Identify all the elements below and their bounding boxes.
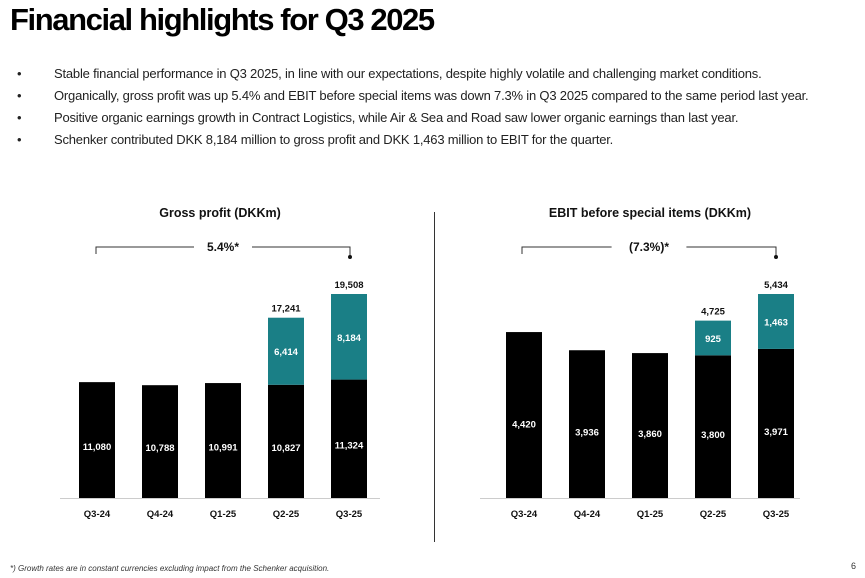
bar-base-label: 10,827 (271, 443, 300, 454)
bar-total-label: 5,434 (764, 280, 788, 291)
bar-schenker-label: 8,184 (337, 333, 361, 344)
bar-schenker (331, 294, 367, 380)
bar-base (632, 353, 668, 498)
page-number: 6 (851, 561, 857, 571)
bullet-text: Organically, gross profit was up 5.4% an… (54, 88, 809, 103)
growth-bracket-dot (774, 255, 778, 259)
bar-base-label: 3,936 (575, 428, 599, 439)
ebit-chart: EBIT before special items (DKKm) (7.3%)* 4… (480, 206, 800, 520)
bullet-text: Schenker contributed DKK 8,184 million t… (54, 132, 614, 147)
bar-schenker-label: 1,463 (764, 317, 788, 328)
chart-title: EBIT before special items (DKKm) (549, 206, 751, 220)
bullet-icon: • (17, 132, 22, 147)
chart-divider (434, 212, 435, 542)
growth-bracket-left (521, 246, 612, 254)
x-tick-label: Q3-24 (511, 509, 538, 520)
bullet-icon: • (17, 66, 22, 81)
bar-base (569, 350, 605, 498)
bullet-text: Stable financial performance in Q3 2025,… (54, 66, 762, 81)
bar-schenker-label: 925 (705, 334, 722, 345)
x-tick-label: Q4-24 (574, 509, 601, 520)
bar-base-label: 11,080 (83, 442, 112, 453)
bar-base (268, 384, 304, 498)
bar-base-label: 10,788 (145, 443, 174, 454)
x-tick-label: Q3-25 (763, 509, 790, 520)
bar-base (79, 382, 115, 498)
gross-profit-chart: Gross profit (DKKm) 5.4%* 11,080 Q3-24 10,78… (60, 206, 380, 520)
bar-base-label: 3,971 (764, 427, 788, 438)
x-tick-label: Q3-25 (336, 509, 363, 520)
footnote: *) Growth rates are in constant currenci… (10, 564, 330, 573)
bar-base (695, 355, 731, 498)
bar-base (506, 332, 542, 498)
bar-base-label: 3,860 (638, 429, 662, 440)
growth-annotation: (7.3%)* (629, 240, 669, 254)
bar-total-label: 4,725 (701, 307, 725, 318)
bar-base (331, 379, 367, 498)
growth-bracket-right (252, 246, 351, 256)
bar-base (142, 385, 178, 498)
bar-total-label: 19,508 (334, 280, 363, 291)
x-tick-label: Q2-25 (700, 509, 727, 520)
bullet-text: Positive organic earnings growth in Cont… (54, 110, 739, 125)
x-tick-label: Q1-25 (210, 509, 237, 520)
bar-total-label: 17,241 (271, 304, 301, 315)
growth-bracket-left (95, 246, 194, 254)
bar-base-label: 10,991 (208, 442, 238, 453)
x-tick-label: Q4-24 (147, 509, 174, 520)
bar-schenker-label: 6,414 (274, 347, 298, 358)
growth-bracket-dot (348, 255, 352, 259)
x-tick-label: Q3-24 (84, 509, 111, 520)
bar-base (758, 348, 794, 498)
bar-base-label: 4,420 (512, 419, 536, 430)
x-tick-label: Q1-25 (637, 509, 664, 520)
bar-base (205, 383, 241, 498)
bullet-icon: • (17, 110, 22, 125)
bar-schenker (268, 317, 304, 385)
growth-bracket-right (686, 246, 777, 256)
x-tick-label: Q2-25 (273, 509, 300, 520)
bar-schenker (758, 294, 794, 349)
bar-base-label: 11,324 (335, 441, 364, 452)
chart-title: Gross profit (DKKm) (159, 206, 281, 220)
growth-annotation: 5.4%* (207, 240, 239, 254)
bullet-icon: • (17, 88, 22, 103)
bar-schenker (695, 320, 731, 356)
bar-base-label: 3,800 (701, 430, 725, 441)
page-title: Financial highlights for Q3 2025 (10, 2, 435, 37)
